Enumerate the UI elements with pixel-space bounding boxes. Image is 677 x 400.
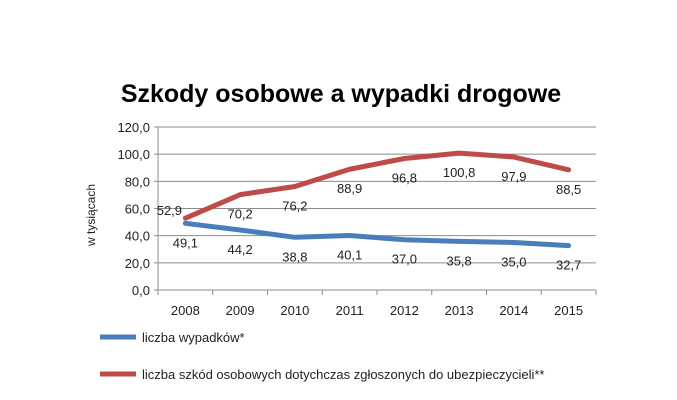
x-tick-label: 2012 [390, 303, 419, 318]
series-line-0 [182, 220, 572, 249]
chart-title: Szkody osobowe a wypadki drogowe [121, 80, 561, 108]
data-label: 100,8 [443, 165, 476, 180]
data-label: 88,5 [556, 182, 581, 197]
x-tick-label: 2014 [499, 303, 528, 318]
x-tick-label: 2010 [280, 303, 309, 318]
data-label: 97,9 [501, 169, 526, 184]
data-label: 37,0 [392, 252, 417, 267]
y-tick-label: 60,0 [125, 202, 150, 217]
data-label: 40,1 [337, 248, 362, 263]
legend-label-0: liczba wypadków* [142, 330, 245, 345]
x-tick-label: 2013 [445, 303, 474, 318]
data-label: 70,2 [227, 207, 252, 222]
x-tick-label: 2015 [554, 303, 583, 318]
legend-label-1: liczba szkód osobowych dotychczas zgłosz… [142, 367, 545, 382]
data-label: 38,8 [282, 249, 307, 264]
data-label: 35,8 [446, 253, 471, 268]
x-tick-label: 2009 [226, 303, 255, 318]
x-tick-label: 2011 [336, 303, 364, 318]
data-label: 76,2 [282, 198, 307, 213]
y-tick-label: 0,0 [132, 283, 150, 298]
data-label: 49,1 [173, 235, 198, 250]
data-label: 32,7 [556, 258, 581, 273]
y-tick-label: 40,0 [125, 229, 150, 244]
data-label: 88,9 [337, 181, 362, 196]
data-label: 52,9 [157, 203, 182, 218]
x-tick-label: 2008 [171, 303, 200, 318]
y-axis-label: w tysiącach [84, 184, 98, 247]
data-label: 35,0 [501, 254, 526, 269]
data-label: 44,2 [227, 242, 252, 257]
y-tick-label: 80,0 [125, 174, 150, 189]
series-line-1 [182, 150, 572, 221]
y-tick-label: 100,0 [117, 147, 150, 162]
y-tick-label: 20,0 [125, 256, 150, 271]
y-tick-label: 120,0 [117, 120, 150, 135]
data-label: 96,8 [392, 171, 417, 186]
